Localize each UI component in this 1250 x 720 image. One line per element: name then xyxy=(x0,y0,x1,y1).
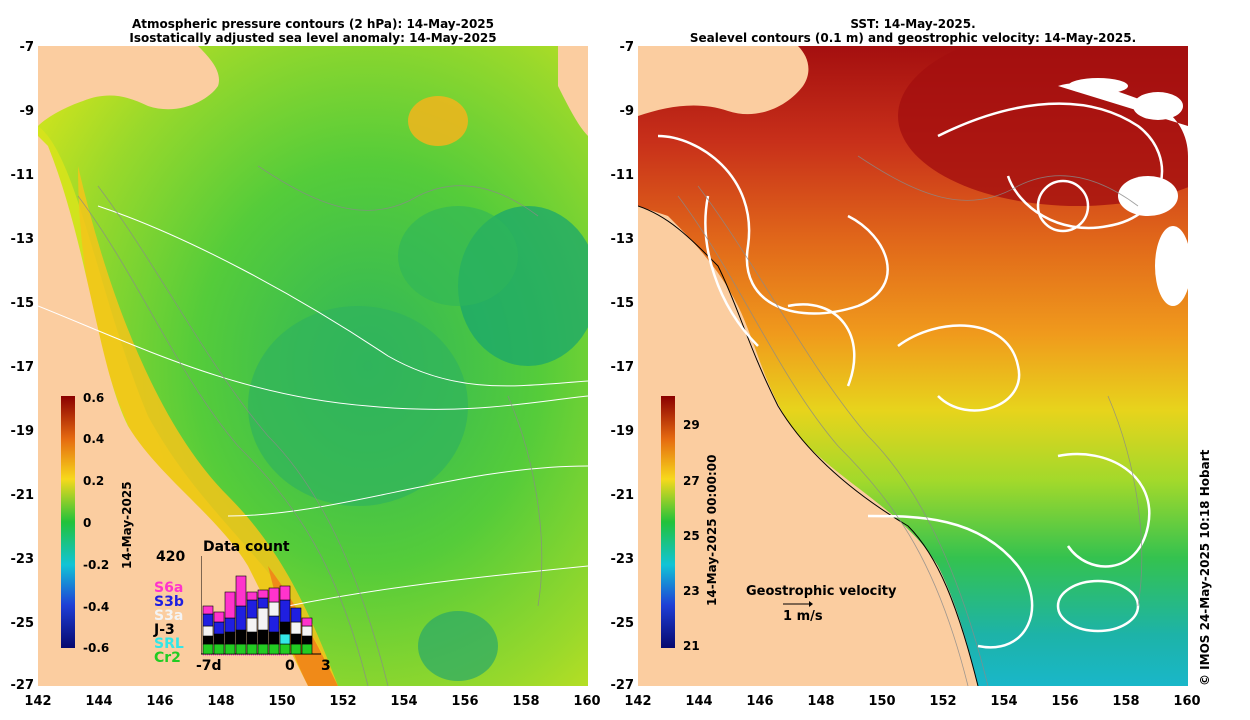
right-ytick-10: -27 xyxy=(610,678,635,693)
left-xtick-3: 148 xyxy=(207,694,235,709)
sst-tick-1: 27 xyxy=(683,474,700,488)
sla-tick-4: -0.2 xyxy=(83,558,110,572)
right-ytick-1: -9 xyxy=(619,104,634,119)
mission-s3a: S3a xyxy=(154,608,184,624)
left-xtick-7: 156 xyxy=(451,694,479,709)
imos-credit: © IMOS 24-May-2025 10:18 Hobart xyxy=(1198,449,1212,686)
left-ytick-3: -13 xyxy=(10,232,35,247)
right-xtick-4: 150 xyxy=(868,694,896,709)
sla-colorbar xyxy=(61,396,75,648)
data-count-max: 420 xyxy=(156,549,186,565)
velocity-legend-title: Geostrophic velocity xyxy=(746,584,897,599)
sst-tick-3: 23 xyxy=(683,584,700,598)
sla-tick-6: -0.6 xyxy=(83,641,110,655)
right-xtick-3: 148 xyxy=(807,694,835,709)
right-ytick-3: -13 xyxy=(610,232,635,247)
left-ytick-8: -23 xyxy=(10,552,35,567)
left-xtick-0: 142 xyxy=(24,694,52,709)
right-title: SST: 14-May-2025. Sealevel contours (0.1… xyxy=(638,17,1188,45)
left-ytick-9: -25 xyxy=(10,616,35,631)
mission-s3b: S3b xyxy=(154,594,184,610)
velocity-scale-arrow xyxy=(783,601,813,607)
right-xtick-2: 146 xyxy=(746,694,774,709)
data-count-title: Data count xyxy=(203,539,290,555)
right-xtick-8: 158 xyxy=(1112,694,1140,709)
left-ytick-5: -17 xyxy=(10,360,35,375)
left-xtick-9: 160 xyxy=(573,694,601,709)
right-xtick-1: 144 xyxy=(685,694,713,709)
sst-tick-4: 21 xyxy=(683,639,700,653)
left-title-line1: Atmospheric pressure contours (2 hPa): 1… xyxy=(131,17,494,31)
left-xtick-8: 158 xyxy=(512,694,540,709)
mission-cr2: Cr2 xyxy=(154,650,181,666)
sst-colorbar xyxy=(661,396,675,648)
right-ytick-9: -25 xyxy=(610,616,635,631)
right-xtick-7: 156 xyxy=(1051,694,1079,709)
sla-tick-1: 0.4 xyxy=(83,432,105,446)
sea-level-anomaly-map[interactable]: 0.6 0.4 0.2 0 -0.2 -0.4 -0.6 14-May-2025… xyxy=(38,46,588,686)
velocity-legend-scale: 1 m/s xyxy=(783,609,823,624)
right-title-line2: Sealevel contours (0.1 m) and geostrophi… xyxy=(689,31,1137,45)
mission-s6a: S6a xyxy=(154,580,184,596)
left-ytick-7: -21 xyxy=(10,488,35,503)
sla-tick-5: -0.4 xyxy=(83,600,110,614)
sla-colorbar-label: 14-May-2025 xyxy=(120,481,134,569)
sst-map[interactable]: 29 27 25 23 21 14-May-2025 00:00:00 Geos… xyxy=(638,46,1188,686)
left-ytick-0: -7 xyxy=(19,40,34,55)
sst-colorbar-label: 14-May-2025 00:00:00 xyxy=(705,454,719,606)
right-ytick-2: -11 xyxy=(610,168,635,183)
sst-tick-0: 29 xyxy=(683,418,700,432)
sla-tick-3: 0 xyxy=(83,516,92,530)
left-xtick-4: 150 xyxy=(268,694,296,709)
left-ytick-4: -15 xyxy=(10,296,35,311)
right-ytick-7: -21 xyxy=(610,488,635,503)
left-ytick-1: -9 xyxy=(19,104,34,119)
mission-srl: SRL xyxy=(154,636,184,652)
data-count-xtick-1: 0 xyxy=(285,658,295,674)
left-title: Atmospheric pressure contours (2 hPa): 1… xyxy=(38,17,588,45)
right-ytick-5: -17 xyxy=(610,360,635,375)
left-xtick-5: 152 xyxy=(329,694,357,709)
mission-j3: J-3 xyxy=(154,622,175,638)
data-count-xtick-2: 3 xyxy=(321,658,331,674)
left-xtick-6: 154 xyxy=(390,694,418,709)
sst-tick-2: 25 xyxy=(683,529,700,543)
right-ytick-6: -19 xyxy=(610,424,635,439)
left-title-line2: Isostatically adjusted sea level anomaly… xyxy=(129,31,497,45)
right-ytick-0: -7 xyxy=(619,40,634,55)
data-count-xtick-0: -7d xyxy=(196,658,222,674)
right-xtick-9: 160 xyxy=(1173,694,1201,709)
left-xtick-2: 146 xyxy=(146,694,174,709)
right-title-line1: SST: 14-May-2025. xyxy=(850,17,976,31)
right-xtick-6: 154 xyxy=(990,694,1018,709)
right-xtick-0: 142 xyxy=(624,694,652,709)
right-ytick-8: -23 xyxy=(610,552,635,567)
sea-level-anomaly-field xyxy=(38,46,588,686)
left-xtick-1: 144 xyxy=(85,694,113,709)
data-count-bars xyxy=(201,556,321,656)
right-xtick-5: 152 xyxy=(929,694,957,709)
sla-tick-2: 0.2 xyxy=(83,474,105,488)
sst-field xyxy=(638,46,1188,686)
sla-tick-0: 0.6 xyxy=(83,391,105,405)
left-ytick-10: -27 xyxy=(10,678,35,693)
left-ytick-6: -19 xyxy=(10,424,35,439)
right-ytick-4: -15 xyxy=(610,296,635,311)
left-ytick-2: -11 xyxy=(10,168,35,183)
